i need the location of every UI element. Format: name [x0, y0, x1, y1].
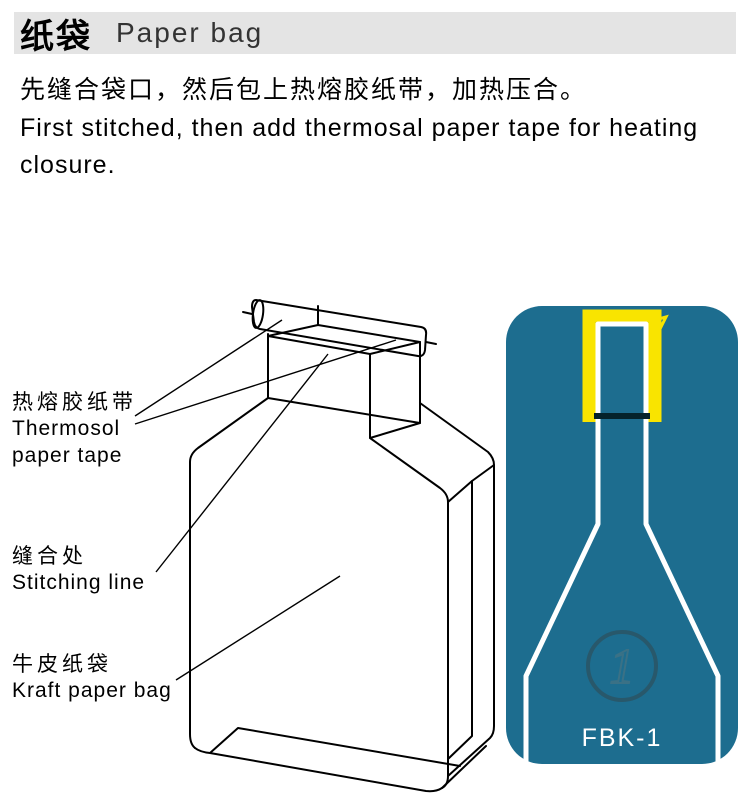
- paper-bag-drawing: [190, 299, 494, 791]
- description-english: First stitched, then add thermosal paper…: [20, 110, 730, 183]
- diagram-svg: 1 FBK-1: [0, 276, 750, 804]
- title-chinese: 纸袋: [20, 9, 92, 58]
- diagram-area: 热熔胶纸带 Thermosol paper tape 缝合处 Stitching…: [0, 276, 750, 804]
- title-bar: 纸袋 Paper bag: [14, 12, 736, 54]
- description-block: 先缝合袋口，然后包上热熔胶纸带，加热压合。 First stitched, th…: [20, 72, 730, 183]
- panel-bg: [506, 306, 738, 764]
- panel-group: 1 FBK-1: [506, 306, 738, 764]
- title-english: Paper bag: [116, 17, 263, 49]
- panel-code-text: FBK-1: [582, 724, 663, 752]
- leader-lines: [135, 320, 396, 680]
- panel-step-number: 1: [610, 638, 635, 694]
- description-chinese: 先缝合袋口，然后包上热熔胶纸带，加热压合。: [20, 72, 730, 108]
